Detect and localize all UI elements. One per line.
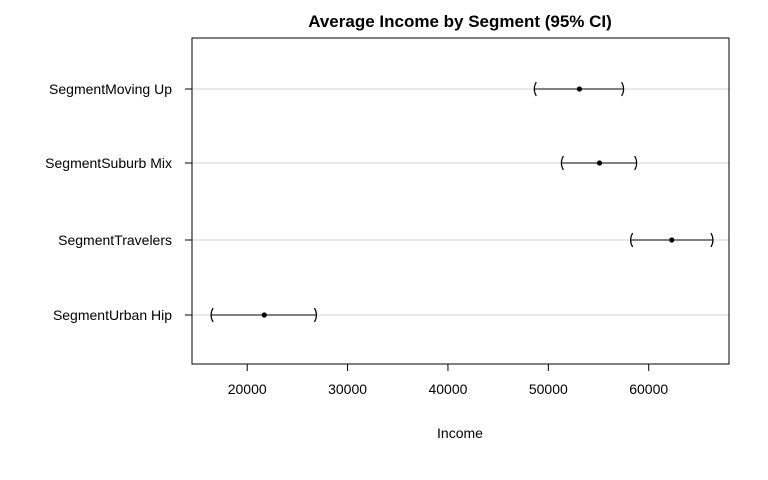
interval-upper-bracket [621, 81, 625, 97]
chart-title: Average Income by Segment (95% CI) [308, 12, 612, 31]
interval-2 [630, 232, 714, 248]
interval-lower-bracket [210, 307, 214, 323]
interval-upper-bracket [313, 307, 318, 323]
x-tick-label: 60000 [629, 381, 668, 397]
x-tick-label: 20000 [228, 381, 267, 397]
y-tick-label: SegmentMoving Up [49, 81, 172, 97]
y-tick-label: SegmentUrban Hip [53, 307, 172, 323]
gridlines [192, 88, 729, 316]
confidence-intervals [210, 81, 714, 323]
y-axis: SegmentMoving Up SegmentSuburb Mix Segment… [45, 81, 192, 323]
point-estimate [596, 160, 603, 166]
interval-upper-bracket [710, 232, 714, 248]
interval-3 [210, 307, 318, 323]
x-tick-label: 30000 [328, 381, 367, 397]
x-axis: 20000 30000 40000 50000 60000 [228, 363, 668, 397]
x-tick-label: 40000 [428, 381, 467, 397]
interval-1 [560, 155, 638, 171]
y-tick-label: SegmentSuburb Mix [45, 155, 172, 171]
y-tick-label: SegmentTravelers [58, 232, 172, 248]
interval-lower-bracket [533, 81, 537, 97]
point-estimate [669, 237, 675, 243]
interval-lower-bracket [630, 232, 634, 248]
x-axis-label: Income [437, 425, 483, 441]
interval-upper-bracket [634, 155, 638, 171]
point-estimate [576, 86, 583, 92]
interval-lower-bracket [560, 155, 564, 171]
interval-0 [533, 81, 625, 97]
x-tick-label: 50000 [529, 381, 568, 397]
point-estimate [261, 312, 267, 318]
